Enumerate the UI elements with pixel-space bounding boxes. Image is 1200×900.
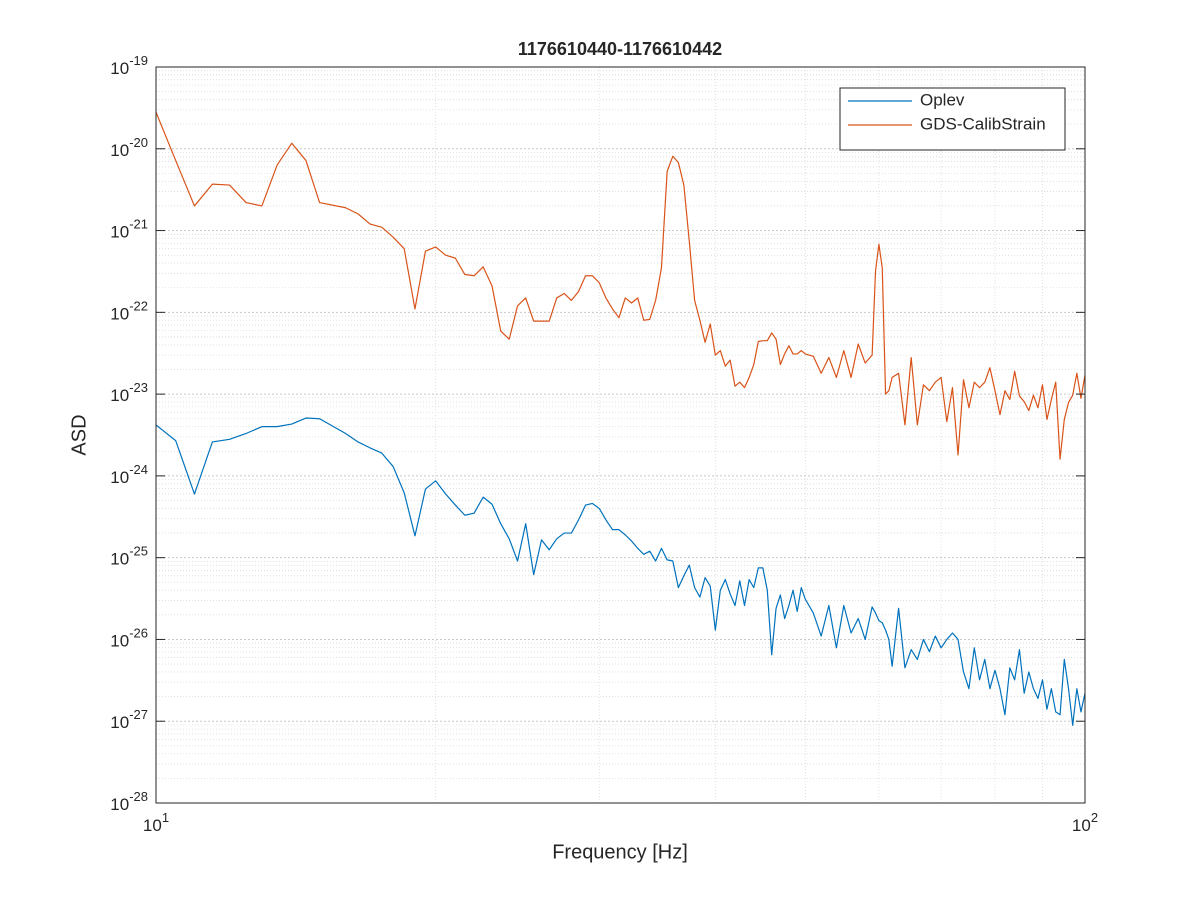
data-line [155,417,1086,726]
y-tick-label: 10-23 [110,381,148,406]
y-tick-label: 10-26 [110,626,148,651]
legend-label: Oplev [920,90,965,109]
y-tick-label: 10-27 [110,708,148,733]
plot-area [156,67,1085,803]
legend-box [839,87,1066,151]
y-tick-label: 10-20 [110,135,148,160]
y-tick-label: 10-22 [110,299,148,324]
ticks: 101 102 10-28 10-27 10-26 10-25 10-24 10-23 10-2… [110,53,1098,835]
y-tick-label: 10-28 [110,789,148,814]
legend-label: GDS-CalibStrain [920,114,1046,133]
y-tick-label: 10-21 [110,217,148,242]
axes-box [155,66,1086,804]
y-tick-label: 10-25 [110,544,148,569]
lines [155,111,1086,726]
data-line [155,111,1086,460]
y-axis-label: ASD [68,414,90,455]
x-axis-label: Frequency [Hz] [552,841,688,863]
legend: Oplev GDS-CalibStrain [839,87,1066,151]
chart-title: 1176610440-1176610442 [518,39,722,59]
y-tick-label: 10-24 [110,462,148,487]
x-tick-label: 101 [143,810,169,835]
x-tick-label: 102 [1072,810,1098,835]
y-tick-label: 10-19 [110,53,148,78]
